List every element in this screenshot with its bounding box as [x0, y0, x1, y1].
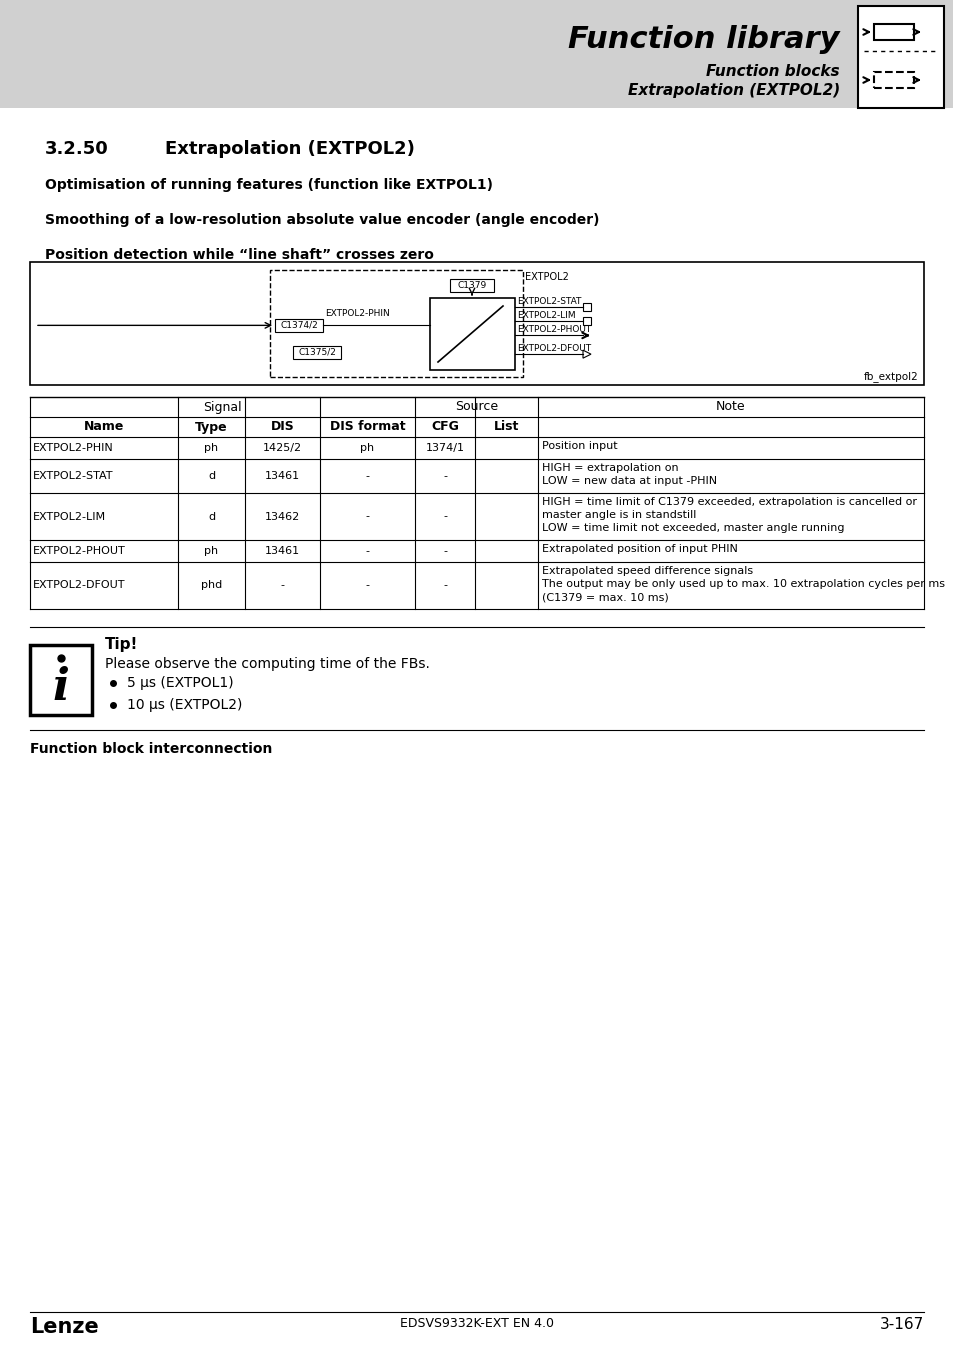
Bar — [857, 5, 943, 108]
Text: 13462: 13462 — [265, 512, 300, 521]
Bar — [873, 72, 913, 88]
Text: 1374/1: 1374/1 — [425, 443, 464, 454]
Text: EXTPOL2: EXTPOL2 — [524, 271, 568, 282]
Text: EXTPOL2-DFOUT: EXTPOL2-DFOUT — [33, 580, 126, 590]
Text: i: i — [52, 666, 70, 709]
Text: Smoothing of a low-resolution absolute value encoder (angle encoder): Smoothing of a low-resolution absolute v… — [45, 213, 598, 227]
Text: Position detection while “line shaft” crosses zero: Position detection while “line shaft” cr… — [45, 248, 434, 262]
Text: -: - — [442, 512, 447, 521]
Text: Signal: Signal — [203, 401, 241, 413]
Text: ph: ph — [204, 443, 218, 454]
Text: EXTPOL2-PHIN: EXTPOL2-PHIN — [325, 309, 390, 317]
Text: HIGH = extrapolation on
LOW = new data at input -PHIN: HIGH = extrapolation on LOW = new data a… — [541, 463, 717, 486]
Text: EDSVS9332K-EXT EN 4.0: EDSVS9332K-EXT EN 4.0 — [399, 1318, 554, 1330]
Text: Optimisation of running features (function like EXTPOL1): Optimisation of running features (functi… — [45, 178, 493, 192]
Bar — [30, 645, 91, 716]
Text: Lenze: Lenze — [30, 1318, 99, 1336]
Text: d: d — [208, 512, 214, 521]
Text: -: - — [280, 580, 284, 590]
Text: C1375/2: C1375/2 — [297, 347, 335, 356]
Text: DIS format: DIS format — [330, 420, 405, 433]
Text: Type: Type — [195, 420, 228, 433]
Bar — [30, 262, 923, 385]
Text: CFG: CFG — [431, 420, 458, 433]
Text: Extrapolation (EXTPOL2): Extrapolation (EXTPOL2) — [627, 82, 840, 97]
Text: Note: Note — [716, 401, 745, 413]
Text: Extrapolated position of input PHIN: Extrapolated position of input PHIN — [541, 544, 737, 554]
Text: ph: ph — [204, 545, 218, 556]
Text: EXTPOL2-DFOUT: EXTPOL2-DFOUT — [517, 344, 591, 354]
Text: 3.2.50: 3.2.50 — [45, 140, 109, 158]
Text: Source: Source — [455, 401, 497, 413]
Text: -: - — [442, 545, 447, 556]
Text: -: - — [365, 545, 369, 556]
Text: 13461: 13461 — [265, 545, 300, 556]
Bar — [430, 298, 515, 370]
Bar — [270, 270, 522, 377]
Text: 1425/2: 1425/2 — [263, 443, 302, 454]
Text: 5 μs (EXTPOL1): 5 μs (EXTPOL1) — [127, 676, 233, 690]
Text: Function block interconnection: Function block interconnection — [30, 743, 273, 756]
Bar — [293, 346, 340, 359]
Text: HIGH = time limit of C1379 exceeded, extrapolation is cancelled or
master angle : HIGH = time limit of C1379 exceeded, ext… — [541, 497, 916, 533]
Text: -: - — [365, 512, 369, 521]
Bar — [450, 279, 494, 292]
Text: -: - — [442, 471, 447, 481]
Text: -: - — [442, 580, 447, 590]
Text: 3-167: 3-167 — [879, 1318, 923, 1332]
Text: -: - — [365, 471, 369, 481]
Text: d: d — [208, 471, 214, 481]
Text: Name: Name — [84, 420, 124, 433]
Bar — [582, 302, 590, 311]
Bar — [873, 24, 913, 40]
Text: EXTPOL2-STAT: EXTPOL2-STAT — [517, 297, 580, 305]
Text: EXTPOL2-STAT: EXTPOL2-STAT — [33, 471, 113, 481]
Text: ph: ph — [360, 443, 375, 454]
Bar — [0, 0, 953, 108]
Text: C1374/2: C1374/2 — [280, 321, 317, 329]
Text: EXTPOL2-PHOUT: EXTPOL2-PHOUT — [33, 545, 126, 556]
Text: EXTPOL2-LIM: EXTPOL2-LIM — [33, 512, 106, 521]
Text: Function library: Function library — [568, 26, 840, 54]
Text: 10 μs (EXTPOL2): 10 μs (EXTPOL2) — [127, 698, 242, 711]
Text: List: List — [494, 420, 518, 433]
Polygon shape — [582, 350, 590, 358]
Text: -: - — [365, 580, 369, 590]
Text: EXTPOL2-LIM: EXTPOL2-LIM — [517, 310, 575, 320]
Text: Function blocks: Function blocks — [705, 65, 840, 80]
Text: Please observe the computing time of the FBs.: Please observe the computing time of the… — [105, 657, 430, 671]
Text: 13461: 13461 — [265, 471, 300, 481]
Text: Extrapolation (EXTPOL2): Extrapolation (EXTPOL2) — [165, 140, 415, 158]
Text: fb_extpol2: fb_extpol2 — [863, 371, 918, 382]
Text: Position input: Position input — [541, 441, 617, 451]
Text: Tip!: Tip! — [105, 637, 138, 652]
Text: C1379: C1379 — [456, 281, 486, 290]
Text: Extrapolated speed difference signals
The output may be only used up to max. 10 : Extrapolated speed difference signals Th… — [541, 566, 944, 602]
Bar — [274, 319, 323, 332]
Bar — [582, 317, 590, 325]
Text: DIS: DIS — [271, 420, 294, 433]
Text: EXTPOL2-PHIN: EXTPOL2-PHIN — [33, 443, 113, 454]
Text: EXTPOL2-PHOUT: EXTPOL2-PHOUT — [517, 325, 591, 335]
Text: phd: phd — [201, 580, 222, 590]
